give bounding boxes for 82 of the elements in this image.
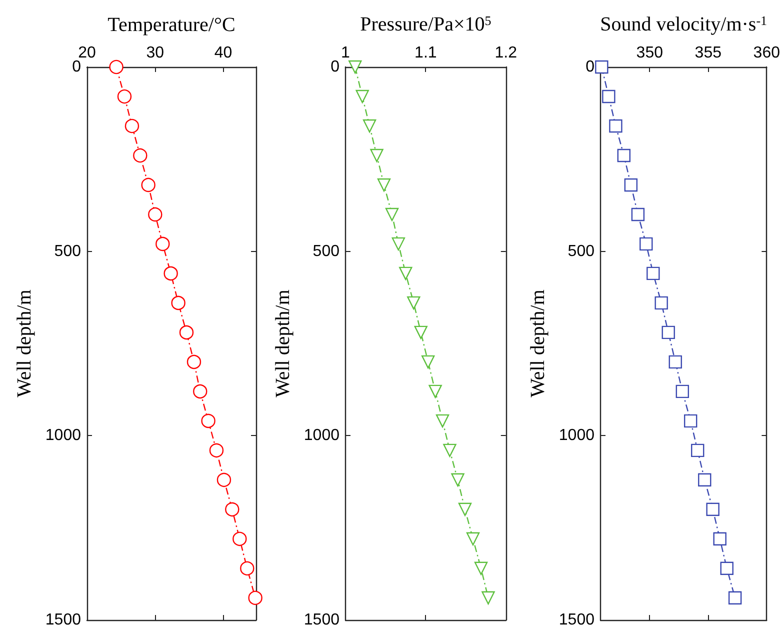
point (232, 532, 247, 546)
point (676, 384, 690, 398)
point (156, 236, 170, 252)
x-tick-label: 20 (78, 44, 96, 62)
point (474, 562, 488, 575)
point (186, 354, 202, 370)
y-tick-label: 0 (586, 58, 595, 76)
point (458, 502, 472, 516)
point (124, 118, 140, 134)
point (392, 237, 406, 251)
y-tick-label: 1000 (304, 427, 340, 444)
point (240, 561, 254, 576)
point (362, 119, 376, 133)
point (356, 90, 369, 104)
x-tick-label: 1.1 (414, 44, 437, 62)
point (133, 148, 148, 163)
point (466, 532, 480, 546)
y-axis-title: Well depth/m (14, 289, 36, 398)
point (248, 590, 262, 605)
point (171, 296, 186, 310)
point (595, 60, 608, 74)
x-tick-label: 40 (214, 44, 232, 62)
y-axis-title: Well depth/m (272, 289, 294, 398)
point (728, 591, 742, 604)
point (609, 119, 622, 133)
point (646, 266, 660, 280)
x-tick-label: 1.2 (494, 44, 518, 62)
point (720, 562, 734, 575)
point (385, 208, 399, 222)
y-tick-label: 500 (54, 242, 82, 260)
point (179, 325, 194, 340)
point (482, 591, 495, 604)
point (443, 444, 456, 458)
point (141, 178, 156, 192)
point (713, 532, 726, 546)
point (684, 414, 698, 428)
point (164, 266, 178, 281)
y-tick-label: 1000 (45, 427, 82, 444)
point (631, 208, 645, 222)
point (691, 444, 704, 458)
y-tick-label: 0 (330, 58, 340, 76)
y-tick-label: 1500 (558, 612, 595, 628)
point (148, 207, 162, 222)
point (377, 178, 391, 192)
y-tick-label: 1500 (304, 612, 340, 628)
x-tick-label: 360 (753, 44, 780, 62)
x-axis-title: Temperature/°C (108, 14, 236, 36)
point (617, 148, 630, 162)
x-tick-label: 1 (341, 44, 350, 62)
point (640, 237, 653, 251)
y-tick-label: 1500 (45, 612, 82, 628)
point (698, 473, 712, 487)
point (348, 60, 362, 74)
point (117, 89, 132, 104)
point (193, 384, 208, 399)
point (428, 384, 442, 398)
point (407, 296, 420, 310)
x-tick-label: 355 (694, 44, 722, 62)
point (662, 326, 675, 340)
point (201, 414, 216, 428)
point (421, 355, 435, 369)
y-axis-title: Well depth/m (527, 289, 549, 398)
point (399, 266, 412, 280)
y-tick-label: 500 (312, 242, 340, 260)
point (414, 326, 428, 340)
point (209, 443, 224, 458)
point (436, 414, 450, 428)
point (225, 502, 240, 516)
point (624, 178, 638, 192)
y-tick-label: 0 (72, 58, 82, 76)
x-tick-label: 350 (636, 44, 664, 62)
point (668, 355, 682, 369)
x-tick-label: 30 (146, 44, 164, 62)
point (216, 472, 232, 488)
point (109, 60, 124, 74)
point (602, 90, 616, 104)
y-tick-label: 500 (568, 242, 595, 260)
point (370, 148, 384, 162)
y-tick-label: 1000 (558, 427, 595, 444)
point (654, 296, 668, 310)
point (451, 473, 464, 487)
point (706, 502, 720, 516)
